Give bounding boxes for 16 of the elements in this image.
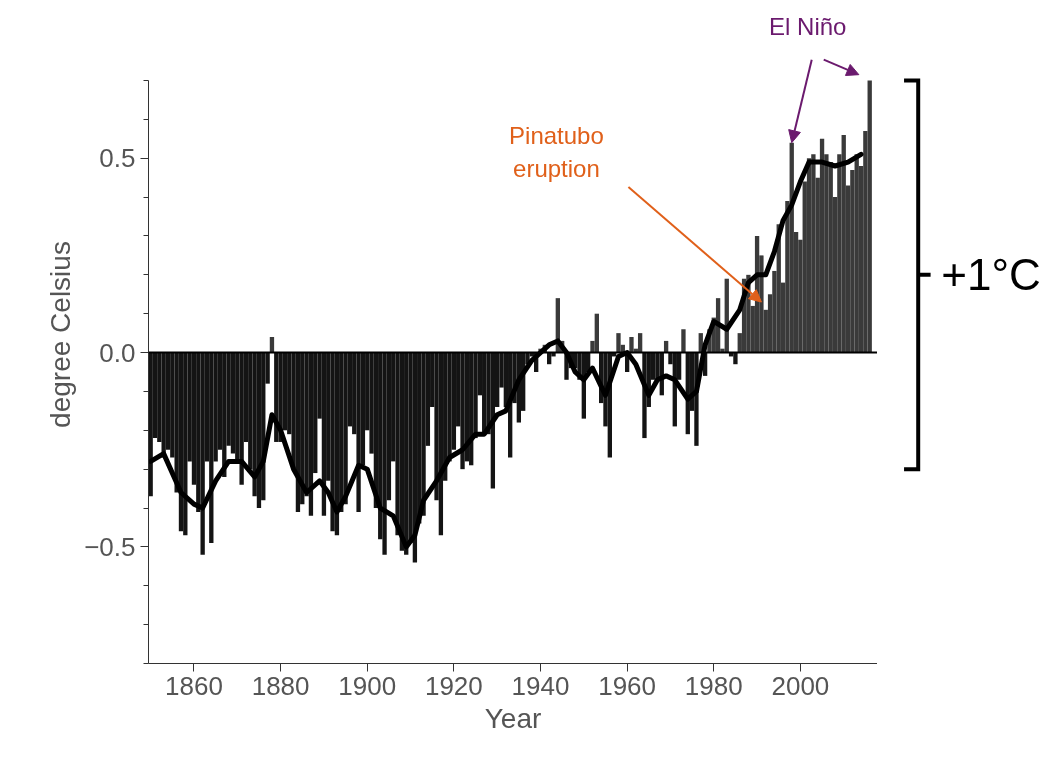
annotation: Pinatubo eruption (509, 122, 604, 182)
y-tick-label: −0.5 (84, 531, 136, 562)
x-tick-label: 1900 (338, 670, 397, 701)
annotation: El Niño (769, 13, 847, 41)
y-axis-title: degree Celsius (45, 241, 77, 428)
x-tick-label: 1960 (598, 670, 657, 701)
x-tick-label: 1860 (165, 670, 223, 701)
x-tick-label: 1980 (684, 670, 743, 701)
y-tick-label: 0.0 (99, 337, 136, 368)
y-tick-label: 0.5 (99, 143, 136, 174)
text: +1°C (941, 250, 1041, 300)
x-tick-label: 1940 (511, 670, 570, 701)
x-tick-label: 2000 (771, 670, 830, 701)
x-tick-label: 1920 (424, 670, 483, 701)
x-tick-label: 1880 (251, 670, 310, 701)
x-axis-title: Year (484, 702, 542, 734)
